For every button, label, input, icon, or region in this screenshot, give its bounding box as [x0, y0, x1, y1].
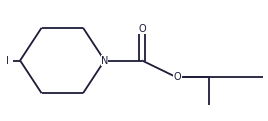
Text: O: O — [138, 24, 146, 34]
Text: O: O — [173, 72, 181, 82]
Text: N: N — [101, 56, 108, 65]
Text: I: I — [6, 56, 8, 65]
